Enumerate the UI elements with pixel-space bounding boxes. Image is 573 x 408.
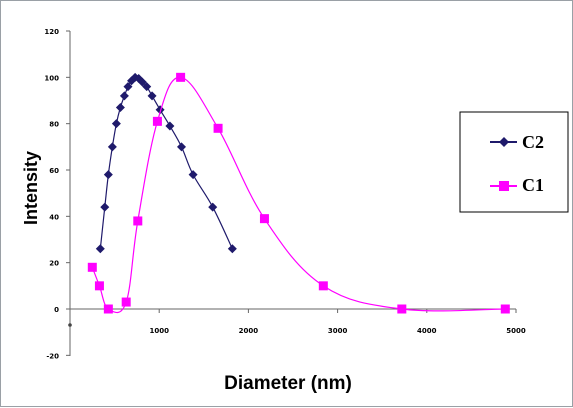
x-tick-label: 5000 — [506, 327, 526, 335]
x-axis-title: Diameter (nm) — [224, 373, 352, 394]
y-tick-label: 20 — [49, 260, 59, 268]
c1-point-3 — [103, 304, 113, 314]
c2-point-20 — [227, 244, 237, 254]
y-tick-label: 100 — [44, 74, 59, 82]
c2-point-19 — [208, 202, 218, 212]
c2-point-18 — [188, 170, 198, 180]
x-tick-label: 3000 — [328, 327, 348, 335]
c2-point-2 — [100, 202, 110, 212]
c2-point-12 — [137, 77, 147, 87]
y-tick-label: 0 — [54, 306, 59, 314]
legend-marker-c1 — [499, 181, 509, 191]
c1-point-5 — [133, 216, 143, 226]
c2-point-15 — [155, 105, 165, 115]
c2-point-5 — [111, 119, 121, 129]
c1-point-10 — [318, 281, 328, 291]
legend-label-c1: C1 — [522, 175, 544, 195]
y-tick-label: 80 — [49, 121, 59, 129]
legend: C2 C1 — [459, 111, 569, 213]
c1-point-12 — [500, 304, 510, 314]
x-tick-label: 4000 — [417, 327, 437, 335]
c2-point-4 — [107, 142, 117, 152]
series-layer — [87, 72, 510, 314]
c1-point-11 — [397, 304, 407, 314]
c2-point-6 — [115, 102, 125, 112]
y-tick-label: 40 — [49, 213, 59, 221]
c1-point-9 — [259, 214, 269, 224]
y-tick-label: 60 — [49, 167, 59, 175]
c2-point-16 — [165, 121, 175, 131]
series-line-c2 — [99, 76, 233, 250]
series-line-c1 — [91, 76, 506, 314]
axes-layer: -20 0 20 40 60 80 100 120 1000 2000 3000 4000 5000 — [44, 28, 525, 360]
c2-point-17 — [177, 142, 186, 152]
c1-point-8 — [213, 123, 223, 133]
y-tick-label: 120 — [44, 28, 59, 36]
x-tick-label: 1000 — [149, 327, 169, 335]
c2-point-3 — [103, 170, 113, 180]
c2-point-7 — [119, 91, 129, 101]
x-origin-marker — [68, 323, 72, 327]
c2-point-1 — [95, 244, 105, 254]
x-tick-label: 2000 — [239, 327, 259, 335]
c1-point-4 — [121, 297, 131, 307]
legend-marker-c2 — [499, 137, 509, 147]
c1-point-2 — [94, 281, 104, 291]
y-tick-label: -20 — [46, 352, 59, 360]
c2-point-8 — [123, 82, 133, 92]
c1-point-6 — [152, 116, 162, 126]
legend-label-c2: C2 — [522, 132, 544, 152]
c1-point-7 — [176, 72, 186, 82]
legend-box — [459, 111, 569, 213]
c1-point-1 — [87, 262, 97, 272]
y-axis-title: Intensity — [21, 151, 41, 225]
c2-point-14 — [147, 91, 157, 101]
c2-point-13 — [142, 82, 152, 92]
